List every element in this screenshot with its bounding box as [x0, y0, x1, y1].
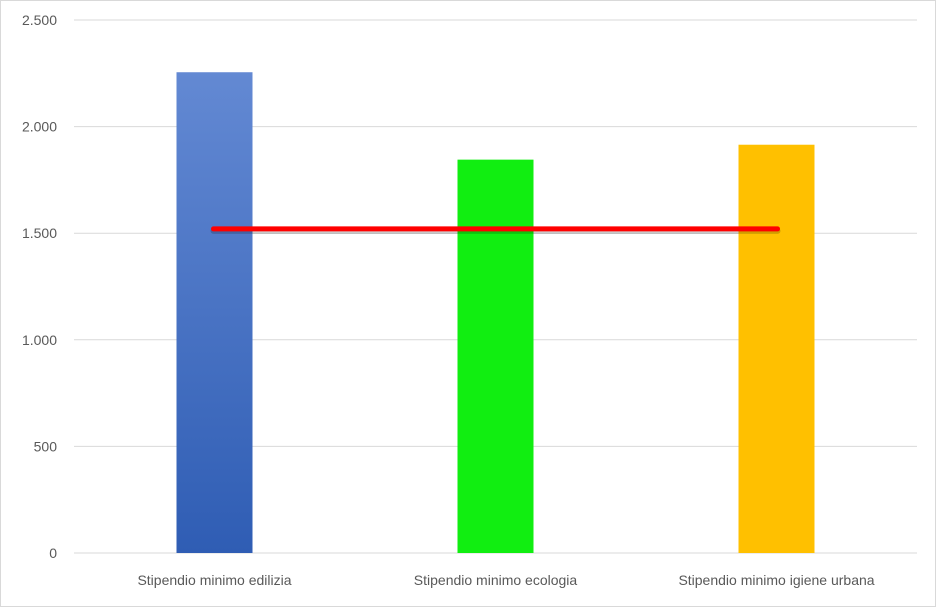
x-category-label: Stipendio minimo igiene urbana: [678, 572, 874, 588]
y-tick-label: 2.000: [22, 119, 57, 135]
x-category-label: Stipendio minimo edilizia: [137, 572, 291, 588]
y-tick-label: 1.500: [22, 225, 57, 241]
y-tick-label: 0: [49, 545, 57, 561]
reference-line-group: [210, 226, 781, 234]
y-tick-label: 2.500: [22, 12, 57, 28]
bar-3: [738, 144, 815, 554]
x-axis: Stipendio minimo edilizia Stipendio minim…: [137, 572, 874, 588]
bar-1: [176, 72, 253, 553]
y-tick-label: 1.000: [22, 332, 57, 348]
y-tick-label: 500: [34, 438, 58, 454]
x-category-label: Stipendio minimo ecologia: [414, 572, 578, 588]
bars: [176, 72, 815, 554]
bar-2: [457, 159, 534, 553]
y-axis: 0 500 1.000 1.500 2.000 2.500: [22, 12, 57, 561]
